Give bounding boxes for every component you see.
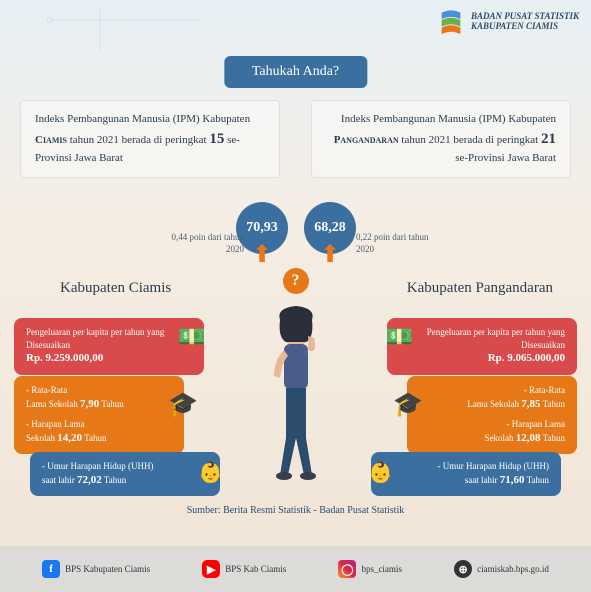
books-icon: 🎓 xyxy=(168,390,198,419)
card-education-ciamis: - Rata-RataLama Sekolah 7,90 Tahun - Har… xyxy=(14,376,184,454)
arrow-up-icon: ⬆ xyxy=(252,240,272,269)
card-life-pangandaran: - Umur Harapan Hidup (UHH)saat lahir 71,… xyxy=(371,452,561,496)
facebook-icon: f xyxy=(42,560,60,578)
baby-icon: 👶 xyxy=(368,460,393,485)
money-icon: 💵 xyxy=(386,324,413,350)
fact-box-pangandaran: Indeks Pembangunan Manusia (IPM) Kabupat… xyxy=(311,100,571,178)
bps-logo-icon xyxy=(437,8,465,36)
youtube-icon: ▶ xyxy=(202,560,220,578)
arrow-up-icon: ⬆ xyxy=(320,240,340,269)
footer-youtube[interactable]: ▶BPS Kab Ciamis xyxy=(202,560,286,578)
source-text: Sumber: Berita Resmi Statistik - Badan P… xyxy=(187,505,405,516)
header: BADAN PUSAT STATISTIKKABUPATEN CIAMIS xyxy=(437,8,579,36)
card-life-ciamis: - Umur Harapan Hidup (UHH)saat lahir 72,… xyxy=(30,452,220,496)
books-icon: 🎓 xyxy=(393,390,423,419)
woman-illustration xyxy=(256,300,336,480)
org-line2: KABUPATEN CIAMIS xyxy=(471,22,579,32)
delta-ciamis: 0,44 poin dari tahun 2020 xyxy=(154,232,244,255)
footer-facebook[interactable]: fBPS Kabupaten Ciamis xyxy=(42,560,150,578)
money-icon: 💵 xyxy=(178,324,205,350)
delta-pangandaran: 0,22 poin dari tahun 2020 xyxy=(356,232,446,255)
fact-box-ciamis: Indeks Pembangunan Manusia (IPM) Kabupat… xyxy=(20,100,280,178)
globe-icon: ⊕ xyxy=(454,560,472,578)
card-education-pangandaran: - Rata-RataLama Sekolah 7,85 Tahun - Har… xyxy=(407,376,577,454)
section-title-pangandaran: Kabupaten Pangandaran xyxy=(407,280,553,297)
baby-icon: 👶 xyxy=(198,460,223,485)
card-spending-pangandaran: Pengeluaran per kapita per tahun yang Di… xyxy=(387,318,577,375)
footer-instagram[interactable]: ◯bps_ciamis xyxy=(338,560,402,578)
footer: fBPS Kabupaten Ciamis ▶BPS Kab Ciamis ◯b… xyxy=(0,546,591,592)
title-banner: Tahukah Anda? xyxy=(224,56,367,88)
question-icon: ? xyxy=(283,268,309,294)
footer-website[interactable]: ⊕ciamiskab.bps.go.id xyxy=(454,560,549,578)
instagram-icon: ◯ xyxy=(338,560,356,578)
card-spending-ciamis: Pengeluaran per kapita per tahun yang Di… xyxy=(14,318,204,375)
section-title-ciamis: Kabupaten Ciamis xyxy=(60,280,171,297)
